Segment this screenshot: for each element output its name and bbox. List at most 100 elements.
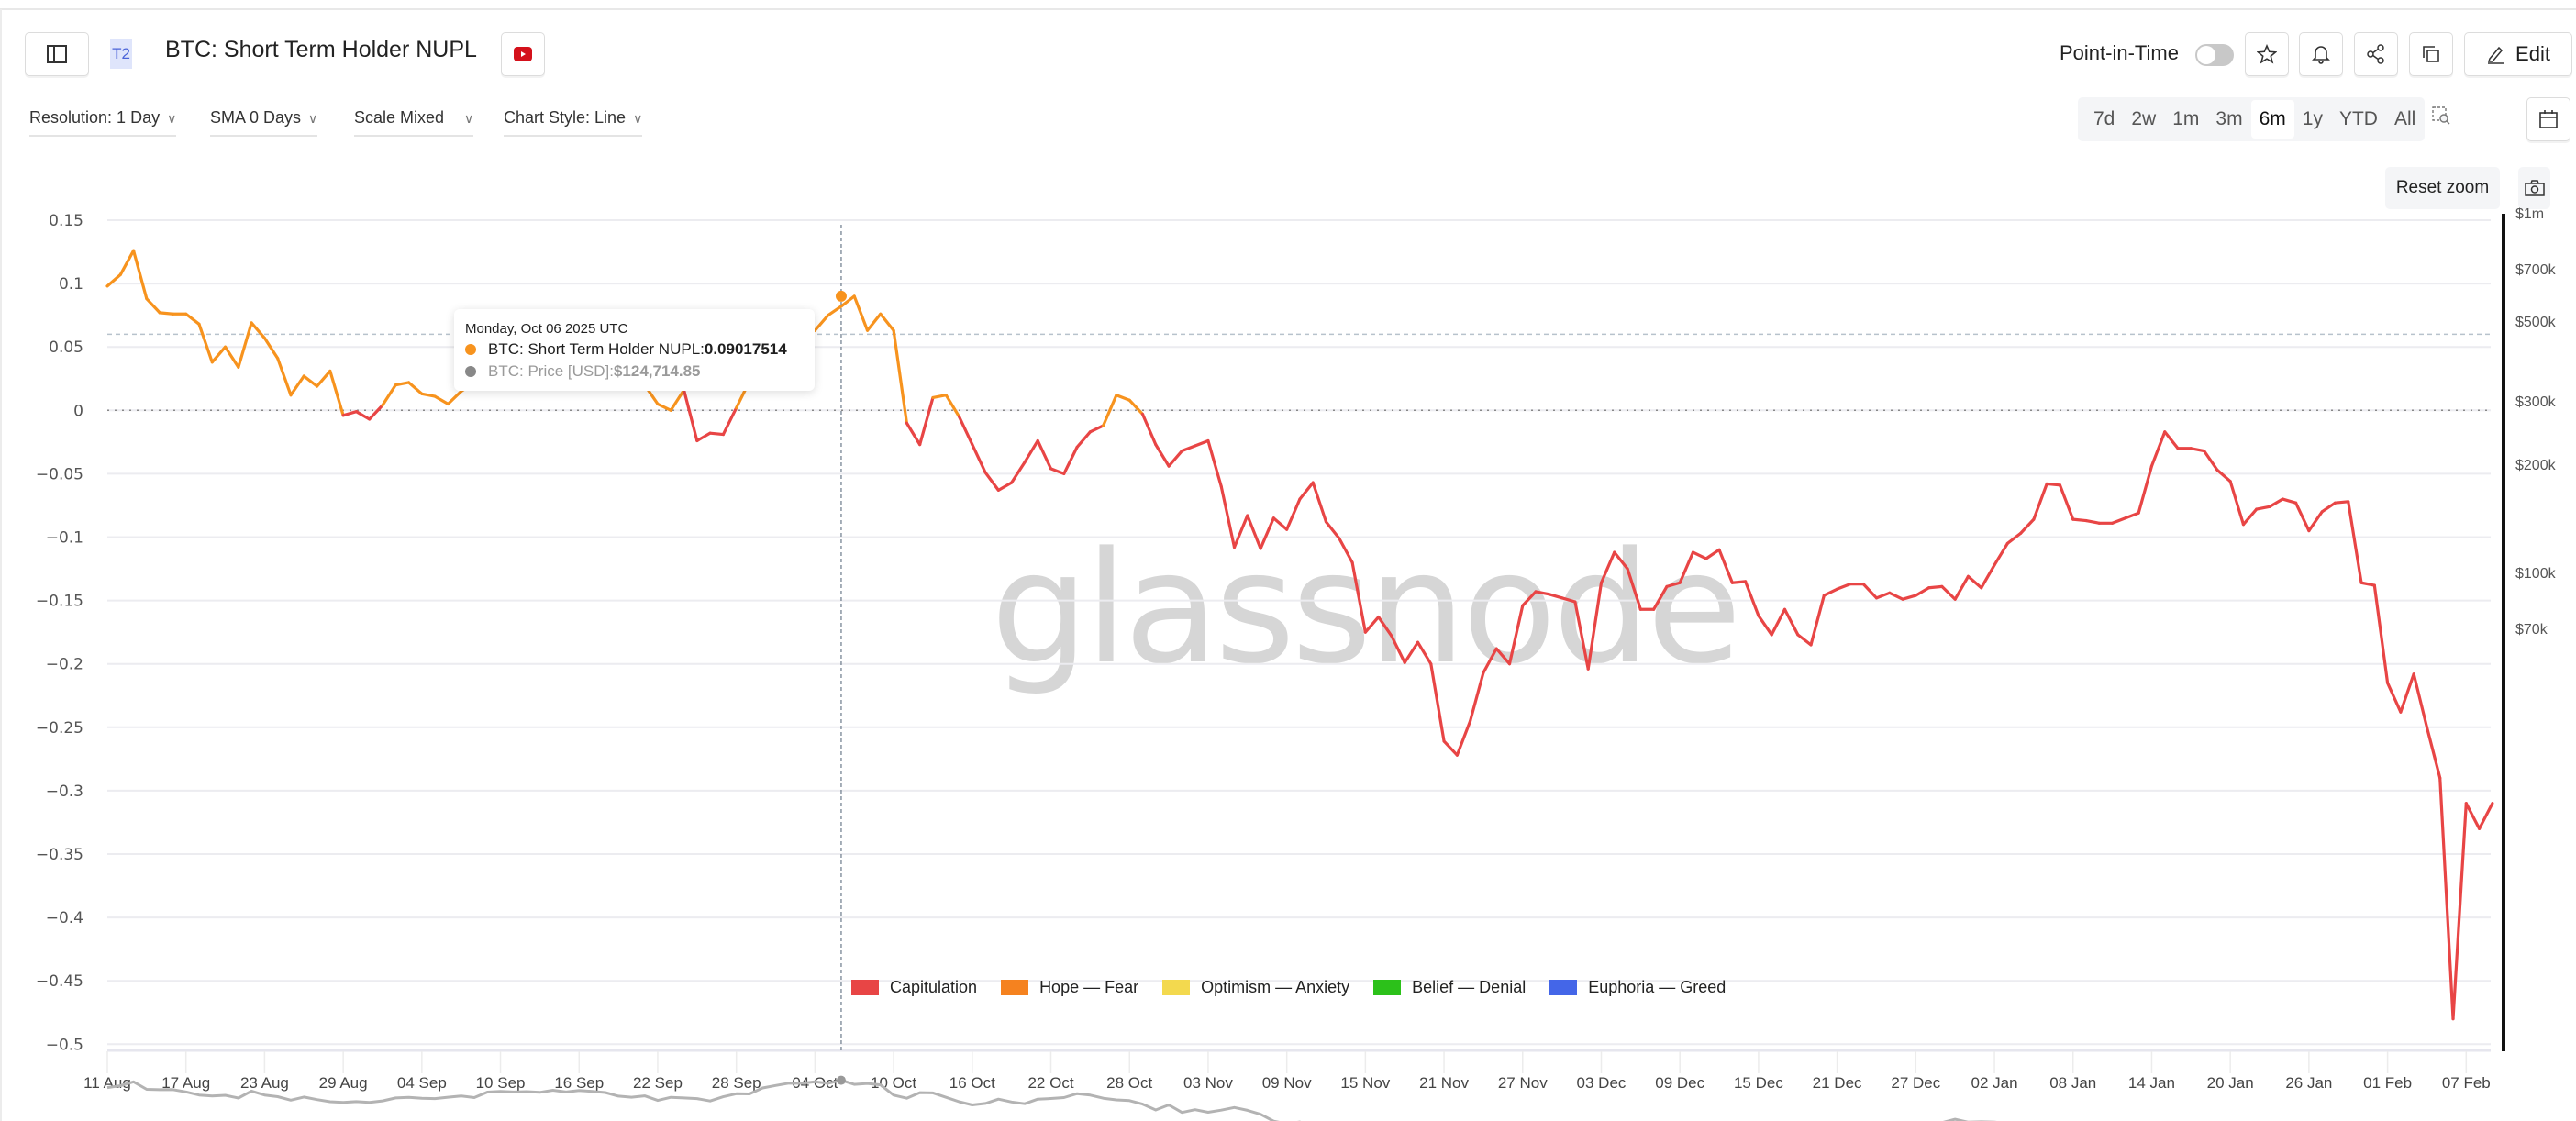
nupl-segment [2124,511,2140,520]
range-7d[interactable]: 7d [2093,108,2115,129]
range-1m[interactable]: 1m [2172,108,2200,129]
nupl-segment [1730,580,1748,584]
y-right-tick-label: $500k [2515,315,2557,330]
left-border [0,9,2,1121]
nupl-segment [2228,480,2246,527]
legend-label: Capitulation [890,978,978,996]
nupl-segment [302,374,319,388]
nupl-segment [905,421,922,447]
nupl-segment [1416,640,1433,666]
range-3m[interactable]: 3m [2215,108,2243,129]
nupl-segment [1232,514,1249,549]
nupl-segment [1010,461,1027,484]
y-tick-label: −0.45 [36,972,83,991]
nupl-segment [2084,518,2101,525]
share-button[interactable] [2354,32,2398,76]
nupl-segment [2241,507,2259,527]
x-tick-label: 22 Sep [633,1074,683,1092]
y-tick-label: −0.25 [36,719,83,738]
nupl-segment [2203,449,2219,472]
zoom-select-button[interactable] [2424,100,2459,139]
nupl-segment [2019,517,2036,535]
legend-hope-fear[interactable]: Hope — Fear [1001,978,1138,997]
nupl-segment [669,388,686,412]
scale-dropdown[interactable]: Scale Mixed ∨ [354,108,474,137]
nupl-segment [1796,633,1813,647]
x-tick-label: 15 Dec [1734,1074,1783,1092]
nupl-segment [381,383,397,407]
x-tick-label: 01 Feb [2363,1074,2412,1092]
nupl-segment [1338,537,1354,564]
nupl-segment [1403,640,1420,664]
calendar-icon [2539,110,2558,128]
nupl-segment [1717,548,1734,584]
scale-label: Scale Mixed [354,108,445,127]
chart-style-label: Chart Style: Line [504,108,627,127]
favorite-button[interactable] [2245,32,2289,76]
copy-icon [2423,46,2439,62]
nupl-chart[interactable]: 0.15 0.1 0.05 0 −0.05 −0.1 −0.15 −0.2 −0.25 −0.3 −… [0,202,2576,1121]
date-picker-button[interactable] [2526,97,2570,141]
y-right-tick-label: $300k [2515,394,2557,410]
legend-euphoria-greed[interactable]: Euphoria — Greed [1549,978,1726,997]
nupl-segment [2359,581,2376,587]
reset-zoom-button[interactable]: Reset zoom [2385,167,2500,209]
nupl-segment [446,389,463,405]
youtube-icon [514,47,532,61]
nupl-segment [1980,563,1996,590]
nupl-segment [2464,802,2482,830]
nupl-segment [2477,802,2494,830]
swatch [851,980,879,995]
star-icon [2257,44,2277,64]
x-tick-label: 10 Oct [871,1074,916,1092]
legend-optimism-anxiety[interactable]: Optimism — Anxiety [1162,978,1349,997]
legend-capitulation[interactable]: Capitulation [851,978,977,997]
page-title: BTC: Short Term Holder NUPL [165,37,477,62]
video-tutorial-button[interactable] [501,32,545,76]
nupl-segment [1744,580,1760,617]
y-tick-label: 0.15 [49,212,83,230]
range-2w[interactable]: 2w [2131,108,2157,129]
x-tick-label: 27 Nov [1498,1074,1548,1092]
sma-dropdown[interactable]: SMA 0 Days ∨ [210,108,318,137]
point-in-time-toggle[interactable] [2195,44,2234,66]
resolution-dropdown[interactable]: Resolution: 1 Day ∨ [29,108,177,137]
nupl-segment [1993,541,2009,567]
nupl-segment [2333,500,2350,505]
chart-style-dropdown[interactable]: Chart Style: Line ∨ [504,108,643,137]
duplicate-button[interactable] [2409,32,2453,76]
x-tick-label: 23 Aug [240,1074,289,1092]
range-1y[interactable]: 1y [2302,108,2323,129]
alert-button[interactable] [2299,32,2343,76]
nupl-segment [1363,615,1381,634]
nupl-segment [1088,424,1105,434]
edit-button[interactable]: Edit [2464,32,2572,76]
nupl-segment [420,392,437,398]
nupl-segment [158,311,175,316]
nupl-segment [2111,516,2127,525]
nupl-segment [250,321,267,340]
screenshot-button[interactable] [2518,167,2550,209]
nupl-segment [262,336,280,361]
y-tick-label: 0 [73,402,83,420]
nupl-segment [2372,583,2390,685]
legend-belief-denial[interactable]: Belief — Denial [1373,978,1526,997]
range-all[interactable]: All [2393,108,2416,129]
y-right-tick-label: $700k [2515,262,2557,278]
nupl-segment [1901,594,1917,601]
nupl-segment [1560,596,1577,604]
toggle-sidebar-button[interactable] [25,32,89,76]
legend-label: Hope — Fear [1039,978,1139,996]
x-tick-label: 22 Oct [1027,1074,1073,1092]
nupl-segment [1494,647,1512,666]
chevron-down-icon: ∨ [464,111,474,126]
range-ytd[interactable]: YTD [2338,108,2378,129]
nupl-segment [1049,467,1066,475]
x-tick-label: 03 Nov [1183,1074,1233,1092]
x-tick-label: 04 Sep [397,1074,447,1092]
nupl-segment [1652,584,1669,611]
range-6m[interactable]: 6m [2250,100,2294,139]
nupl-segment [1115,394,1131,402]
x-tick-label: 08 Jan [2049,1074,2096,1092]
nupl-segment [1285,497,1302,531]
